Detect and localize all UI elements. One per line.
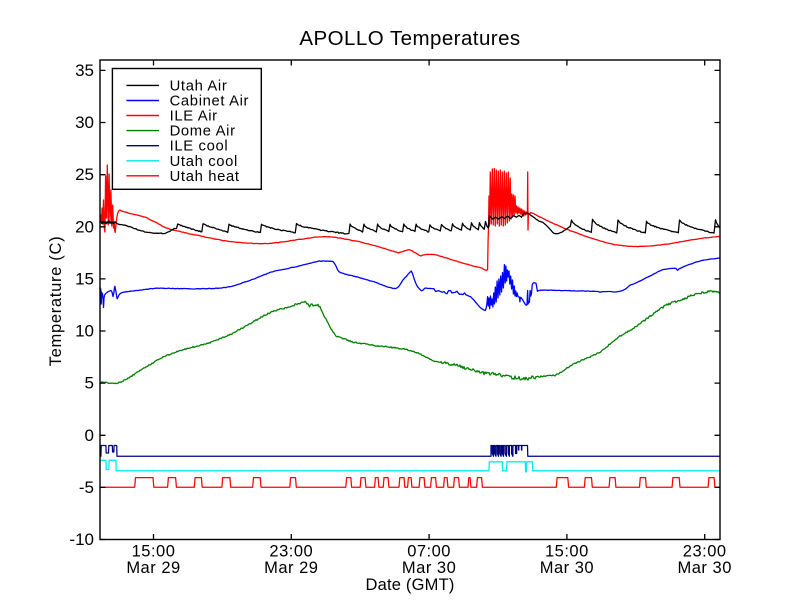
- svg-text:07:00: 07:00: [407, 543, 451, 561]
- svg-text:15: 15: [75, 269, 94, 288]
- svg-text:Dome Air: Dome Air: [170, 124, 236, 140]
- svg-text:ILE cool: ILE cool: [170, 139, 229, 155]
- svg-text:10: 10: [75, 322, 94, 341]
- svg-text:APOLLO Temperatures: APOLLO Temperatures: [299, 27, 520, 50]
- svg-text:15:00: 15:00: [132, 543, 176, 561]
- svg-text:-5: -5: [79, 478, 94, 497]
- svg-text:Utah Air: Utah Air: [170, 78, 228, 94]
- svg-text:Cabinet Air: Cabinet Air: [170, 94, 250, 110]
- svg-text:Date (GMT): Date (GMT): [365, 576, 454, 594]
- svg-text:Mar 29: Mar 29: [264, 559, 318, 577]
- svg-text:Mar 29: Mar 29: [126, 559, 180, 577]
- svg-text:15:00: 15:00: [545, 543, 589, 561]
- svg-text:5: 5: [85, 374, 94, 393]
- svg-text:23:00: 23:00: [269, 543, 313, 561]
- svg-text:0: 0: [85, 426, 94, 445]
- svg-text:Utah cool: Utah cool: [170, 154, 238, 170]
- svg-text:-10: -10: [69, 530, 94, 549]
- svg-text:23:00: 23:00: [683, 543, 727, 561]
- svg-text:25: 25: [75, 165, 94, 184]
- svg-text:Mar 30: Mar 30: [678, 559, 732, 577]
- svg-text:Utah heat: Utah heat: [170, 169, 240, 185]
- svg-text:ILE Air: ILE Air: [170, 109, 218, 125]
- svg-text:Temperature (C): Temperature (C): [47, 236, 65, 367]
- svg-text:20: 20: [75, 217, 94, 236]
- svg-text:30: 30: [75, 113, 94, 132]
- svg-text:Mar 30: Mar 30: [540, 559, 594, 577]
- svg-text:35: 35: [75, 61, 94, 80]
- svg-text:Mar 30: Mar 30: [402, 559, 456, 577]
